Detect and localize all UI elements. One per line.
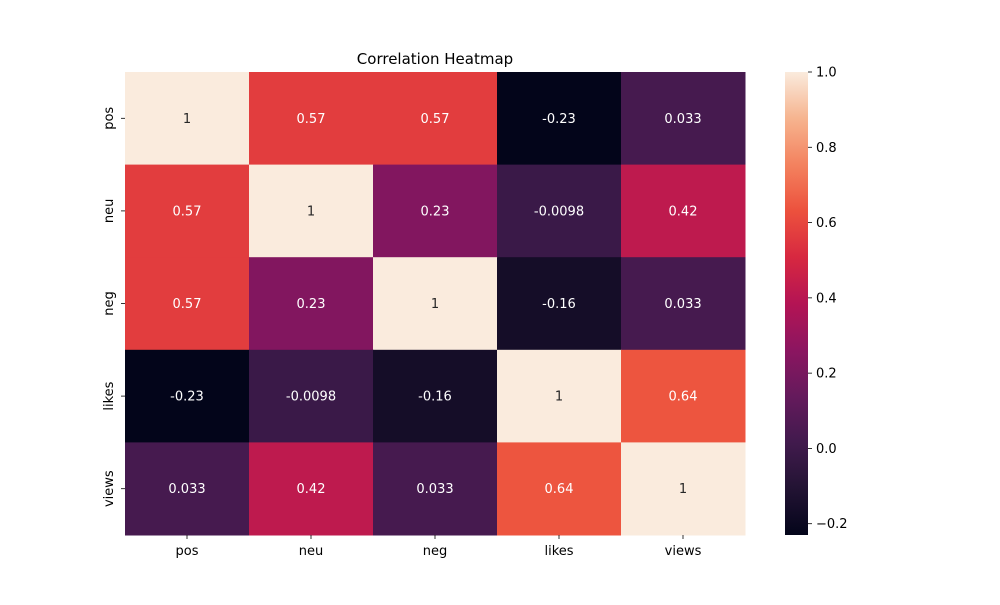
x-axis: pos neu neg likes views xyxy=(176,535,702,559)
heatmap-cell xyxy=(497,72,622,166)
heatmap-cell xyxy=(249,164,374,258)
heatmap-cell xyxy=(621,349,746,443)
heatmap-cell xyxy=(497,164,622,258)
y-tick-label: pos xyxy=(102,107,117,130)
colorbar-tick-label: 0.4 xyxy=(816,291,837,306)
heatmap-cell xyxy=(125,164,250,258)
colorbar-tick-label: 0.6 xyxy=(816,216,837,231)
cell-label: 0.033 xyxy=(168,482,205,497)
heatmap-cell xyxy=(621,72,746,166)
cell-label: -0.16 xyxy=(542,297,576,312)
x-tick-label: views xyxy=(665,544,702,559)
colorbar-ticks: 1.0 0.8 0.6 0.4 0.2 0.0 −0.2 xyxy=(808,66,848,532)
cell-label: 0.23 xyxy=(421,204,450,219)
cell-label: -0.16 xyxy=(418,390,452,405)
heatmap-cell xyxy=(497,349,622,443)
cell-label: 0.57 xyxy=(173,297,202,312)
colorbar-gradient xyxy=(785,72,808,535)
heatmap-cell xyxy=(497,257,622,351)
y-tick-label: likes xyxy=(102,381,117,410)
cell-label: -0.0098 xyxy=(534,204,584,219)
heatmap-cell xyxy=(249,349,374,443)
cell-label: 0.57 xyxy=(297,112,326,127)
heatmap-cell xyxy=(621,257,746,351)
cell-label: 0.64 xyxy=(669,390,698,405)
x-tick-label: pos xyxy=(176,544,199,559)
colorbar-tick-label: 0.0 xyxy=(816,442,837,457)
colorbar-tick-label: 0.8 xyxy=(816,141,837,156)
colorbar-tick-label: 1.0 xyxy=(816,66,837,81)
chart-title: Correlation Heatmap xyxy=(357,50,513,68)
y-tick-label: neu xyxy=(102,199,117,223)
heatmap-cell xyxy=(249,257,374,351)
y-axis: pos neu neg likes views xyxy=(102,107,125,507)
x-tick-label: neg xyxy=(423,544,448,559)
cell-label: 0.57 xyxy=(421,112,450,127)
cell-label: -0.23 xyxy=(170,390,204,405)
y-tick-label: neg xyxy=(102,291,117,316)
cell-label: 1 xyxy=(183,112,191,127)
heatmap-cell xyxy=(497,442,622,536)
heatmap-cell xyxy=(249,72,374,166)
cell-label: 0.033 xyxy=(416,482,453,497)
heatmap-cells xyxy=(125,72,746,536)
cell-label: 0.57 xyxy=(173,204,202,219)
x-tick-label: likes xyxy=(544,544,573,559)
x-tick-label: neu xyxy=(299,544,323,559)
heatmap-cell xyxy=(621,442,746,536)
heatmap-cell xyxy=(373,442,498,536)
cell-label: 0.033 xyxy=(664,297,701,312)
cell-label: 1 xyxy=(555,390,563,405)
cell-label: -0.0098 xyxy=(286,390,336,405)
heatmap-cell xyxy=(373,257,498,351)
cell-label: 1 xyxy=(431,297,439,312)
heatmap-cell xyxy=(373,349,498,443)
heatmap-cell xyxy=(125,349,250,443)
cell-label: 0.23 xyxy=(297,297,326,312)
cell-label: 1 xyxy=(307,204,315,219)
heatmap-cell xyxy=(373,164,498,258)
colorbar-tick-label: 0.2 xyxy=(816,367,837,382)
cell-label: -0.23 xyxy=(542,112,576,127)
colorbar-tick-label: −0.2 xyxy=(816,517,848,532)
cell-label: 0.42 xyxy=(297,482,326,497)
heatmap-cell-labels: 1 0.57 0.57 -0.23 0.033 0.57 1 0.23 -0.0098 0.42 0… xyxy=(168,112,701,497)
y-tick-label: views xyxy=(102,470,117,507)
cell-label: 0.033 xyxy=(664,112,701,127)
heatmap-cell xyxy=(125,442,250,536)
heatmap-cell xyxy=(249,442,374,536)
cell-label: 1 xyxy=(679,482,687,497)
heatmap-cell xyxy=(125,257,250,351)
heatmap-cell xyxy=(125,72,250,166)
heatmap-cell xyxy=(621,164,746,258)
cell-label: 0.42 xyxy=(669,204,698,219)
colorbar: 1.0 0.8 0.6 0.4 0.2 0.0 −0.2 xyxy=(785,66,848,535)
heatmap-cell xyxy=(373,72,498,166)
cell-label: 0.64 xyxy=(545,482,574,497)
